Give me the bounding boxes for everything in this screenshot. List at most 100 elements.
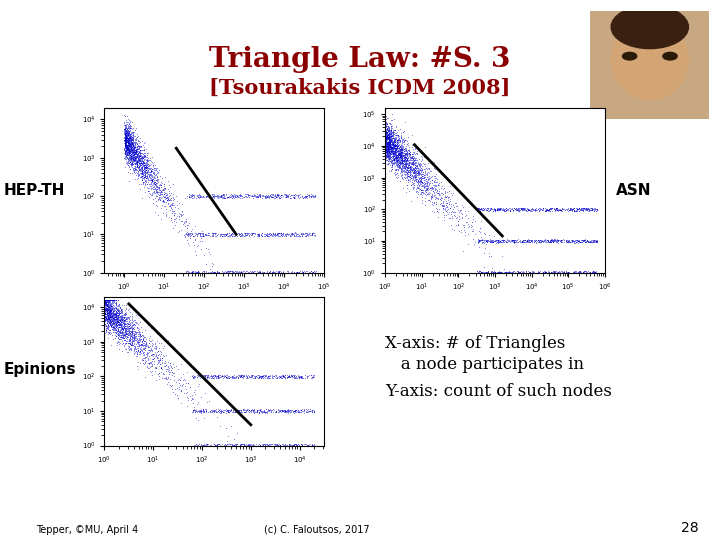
Point	[289, 374, 300, 382]
Point	[573, 205, 585, 213]
Point	[301, 230, 312, 238]
Point	[402, 153, 413, 161]
Point	[269, 192, 281, 200]
Point	[111, 317, 122, 326]
Point	[393, 150, 405, 159]
Point	[112, 312, 123, 321]
Point	[130, 148, 142, 157]
Point	[130, 328, 142, 337]
Point	[586, 204, 598, 212]
Point	[390, 150, 401, 158]
Point	[559, 268, 570, 276]
Point	[118, 334, 130, 342]
Point	[396, 158, 408, 166]
Point	[310, 192, 321, 200]
Point	[462, 240, 474, 249]
Point	[120, 138, 131, 147]
Point	[124, 152, 135, 161]
Point	[507, 205, 518, 214]
Point	[383, 139, 395, 148]
Point	[102, 307, 113, 316]
Point	[120, 147, 132, 156]
Point	[279, 408, 290, 417]
Point	[292, 232, 304, 240]
Point	[150, 180, 161, 188]
Point	[125, 151, 136, 159]
Point	[397, 184, 409, 192]
Point	[106, 296, 117, 305]
Point	[279, 406, 290, 414]
Point	[143, 193, 154, 202]
Point	[246, 229, 258, 238]
Point	[224, 229, 235, 238]
Point	[131, 162, 143, 171]
Point	[112, 296, 124, 305]
Point	[109, 320, 120, 328]
Point	[553, 205, 564, 214]
Point	[279, 443, 291, 451]
Point	[250, 440, 261, 448]
Point	[420, 185, 432, 193]
Point	[380, 126, 392, 135]
Point	[402, 162, 413, 171]
Point	[111, 305, 122, 313]
Point	[102, 310, 114, 319]
Point	[306, 441, 318, 449]
Point	[130, 150, 142, 158]
Point	[205, 441, 217, 449]
Point	[115, 314, 127, 322]
Point	[444, 208, 455, 217]
Point	[145, 350, 157, 359]
Point	[511, 268, 523, 277]
Point	[240, 231, 252, 240]
Point	[126, 156, 138, 164]
Point	[289, 442, 301, 451]
Point	[130, 158, 142, 167]
Point	[528, 268, 539, 277]
Point	[397, 163, 408, 171]
Point	[102, 302, 114, 310]
Point	[99, 309, 111, 318]
Point	[567, 237, 578, 246]
Point	[99, 302, 111, 310]
Point	[445, 201, 456, 210]
Point	[513, 204, 524, 212]
Point	[148, 167, 160, 176]
Point	[546, 237, 557, 245]
Point	[540, 269, 552, 278]
Point	[438, 211, 449, 219]
Point	[120, 132, 132, 141]
Point	[565, 235, 577, 244]
Point	[280, 407, 292, 415]
Point	[444, 181, 456, 190]
Point	[390, 155, 401, 164]
Point	[550, 238, 562, 246]
Point	[484, 205, 495, 214]
Point	[238, 229, 250, 238]
Point	[382, 123, 393, 132]
Point	[130, 343, 141, 352]
Point	[289, 442, 301, 450]
Point	[120, 329, 131, 338]
Point	[391, 157, 402, 166]
Point	[240, 231, 251, 240]
Point	[523, 269, 535, 278]
Point	[100, 301, 112, 309]
Point	[238, 405, 250, 414]
Point	[109, 296, 120, 305]
Point	[382, 133, 394, 142]
Point	[116, 316, 127, 325]
Point	[392, 137, 404, 146]
Point	[109, 334, 121, 342]
Point	[252, 232, 264, 240]
Point	[119, 133, 130, 141]
Point	[564, 270, 575, 279]
Point	[491, 236, 503, 245]
Point	[453, 220, 464, 228]
Point	[395, 158, 407, 167]
Point	[259, 408, 271, 417]
Point	[261, 441, 273, 449]
Point	[211, 440, 222, 449]
Point	[544, 268, 555, 276]
Point	[205, 372, 217, 381]
